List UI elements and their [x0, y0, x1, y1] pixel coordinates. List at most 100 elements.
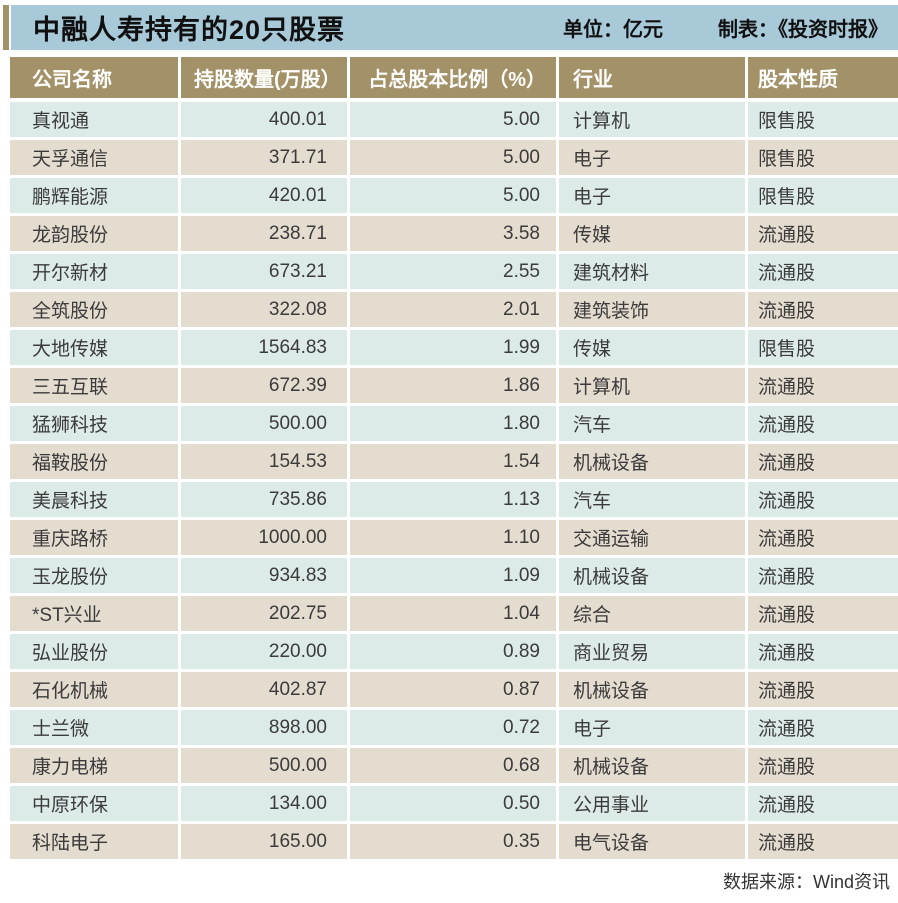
column-header-shares: 持股数量(万股） — [181, 57, 347, 98]
cell-industry: 建筑材料 — [559, 254, 745, 289]
cell-percent: 2.01 — [350, 292, 556, 327]
cell-shares: 165.00 — [181, 824, 347, 859]
cell-nature: 流通股 — [748, 368, 898, 403]
cell-industry: 机械设备 — [559, 558, 745, 593]
title-bar: 中融人寿持有的20只股票 单位：亿元 制表：《投资时报》 — [0, 5, 898, 50]
cell-shares: 735.86 — [181, 482, 347, 517]
cell-nature: 流通股 — [748, 558, 898, 593]
cell-percent: 5.00 — [350, 102, 556, 137]
cell-company: 重庆路桥 — [10, 520, 178, 555]
cell-industry: 传媒 — [559, 216, 745, 251]
cell-company: 猛狮科技 — [10, 406, 178, 441]
data-source-label: 数据来源：Wind资讯 — [722, 872, 890, 892]
cell-industry: 机械设备 — [559, 444, 745, 479]
cell-percent: 3.58 — [350, 216, 556, 251]
cell-shares: 500.00 — [181, 748, 347, 783]
cell-shares: 220.00 — [181, 634, 347, 669]
cell-percent: 1.99 — [350, 330, 556, 365]
cell-nature: 流通股 — [748, 824, 898, 859]
column-header-nature: 股本性质 — [748, 57, 898, 98]
cell-percent: 1.54 — [350, 444, 556, 479]
cell-shares: 934.83 — [181, 558, 347, 593]
cell-nature: 流通股 — [748, 710, 898, 745]
cell-nature: 流通股 — [748, 216, 898, 251]
page-title: 中融人寿持有的20只股票 — [33, 15, 346, 45]
cell-industry: 汽车 — [559, 406, 745, 441]
table-row: 龙韵股份 238.71 3.58 传媒 流通股 — [10, 216, 898, 251]
cell-shares: 154.53 — [181, 444, 347, 479]
cell-company: 鹏辉能源 — [10, 178, 178, 213]
table-row: 重庆路桥 1000.00 1.10 交通运输 流通股 — [10, 520, 898, 555]
column-header-industry: 行业 — [559, 57, 745, 98]
cell-industry: 汽车 — [559, 482, 745, 517]
cell-shares: 322.08 — [181, 292, 347, 327]
cell-nature: 限售股 — [748, 330, 898, 365]
column-header-percent: 占总股本比例（%） — [350, 57, 556, 98]
cell-nature: 流通股 — [748, 444, 898, 479]
cell-nature: 流通股 — [748, 786, 898, 821]
cell-shares: 238.71 — [181, 216, 347, 251]
cell-company: 天孚通信 — [10, 140, 178, 175]
table-row: 全筑股份 322.08 2.01 建筑装饰 流通股 — [10, 292, 898, 327]
cell-percent: 1.80 — [350, 406, 556, 441]
cell-company: 大地传媒 — [10, 330, 178, 365]
cell-percent: 0.72 — [350, 710, 556, 745]
cell-industry: 计算机 — [559, 368, 745, 403]
cell-company: 开尔新材 — [10, 254, 178, 289]
cell-nature: 流通股 — [748, 748, 898, 783]
cell-company: 弘业股份 — [10, 634, 178, 669]
table-row: 真视通 400.01 5.00 计算机 限售股 — [10, 102, 898, 137]
cell-shares: 898.00 — [181, 710, 347, 745]
cell-nature: 流通股 — [748, 596, 898, 631]
table-row: 科陆电子 165.00 0.35 电气设备 流通股 — [10, 824, 898, 859]
holdings-table: 公司名称 持股数量(万股） 占总股本比例（%） 行业 股本性质 真视通 400.0… — [10, 57, 898, 859]
table-row: *ST兴业 202.75 1.04 综合 流通股 — [10, 596, 898, 631]
cell-shares: 134.00 — [181, 786, 347, 821]
cell-company: 龙韵股份 — [10, 216, 178, 251]
cell-shares: 672.39 — [181, 368, 347, 403]
cell-industry: 电气设备 — [559, 824, 745, 859]
cell-company: 中原环保 — [10, 786, 178, 821]
cell-shares: 500.00 — [181, 406, 347, 441]
column-header-company: 公司名称 — [10, 57, 178, 98]
cell-shares: 420.01 — [181, 178, 347, 213]
cell-nature: 流通股 — [748, 406, 898, 441]
table-row: 弘业股份 220.00 0.89 商业贸易 流通股 — [10, 634, 898, 669]
cell-company: 福鞍股份 — [10, 444, 178, 479]
cell-company: 全筑股份 — [10, 292, 178, 327]
table-row: 康力电梯 500.00 0.68 机械设备 流通股 — [10, 748, 898, 783]
title-strip: 中融人寿持有的20只股票 单位：亿元 制表：《投资时报》 — [11, 5, 898, 50]
table-row: 鹏辉能源 420.01 5.00 电子 限售股 — [10, 178, 898, 213]
table-row: 美晨科技 735.86 1.13 汽车 流通股 — [10, 482, 898, 517]
table-row: 玉龙股份 934.83 1.09 机械设备 流通股 — [10, 558, 898, 593]
cell-industry: 建筑装饰 — [559, 292, 745, 327]
cell-shares: 402.87 — [181, 672, 347, 707]
unit-label: 单位：亿元 — [563, 19, 663, 41]
cell-percent: 0.68 — [350, 748, 556, 783]
cell-nature: 流通股 — [748, 520, 898, 555]
cell-company: 玉龙股份 — [10, 558, 178, 593]
cell-percent: 0.35 — [350, 824, 556, 859]
table-row: 开尔新材 673.21 2.55 建筑材料 流通股 — [10, 254, 898, 289]
cell-nature: 流通股 — [748, 482, 898, 517]
cell-industry: 计算机 — [559, 102, 745, 137]
cell-nature: 流通股 — [748, 292, 898, 327]
cell-company: 科陆电子 — [10, 824, 178, 859]
table-row: 中原环保 134.00 0.50 公用事业 流通股 — [10, 786, 898, 821]
cell-industry: 电子 — [559, 710, 745, 745]
table-row: 猛狮科技 500.00 1.80 汽车 流通股 — [10, 406, 898, 441]
cell-shares: 400.01 — [181, 102, 347, 137]
cell-company: 美晨科技 — [10, 482, 178, 517]
cell-nature: 限售股 — [748, 178, 898, 213]
cell-percent: 1.10 — [350, 520, 556, 555]
cell-nature: 流通股 — [748, 254, 898, 289]
table-row: 士兰微 898.00 0.72 电子 流通股 — [10, 710, 898, 745]
table-row: 石化机械 402.87 0.87 机械设备 流通股 — [10, 672, 898, 707]
table-row: 大地传媒 1564.83 1.99 传媒 限售股 — [10, 330, 898, 365]
cell-percent: 1.04 — [350, 596, 556, 631]
cell-shares: 1564.83 — [181, 330, 347, 365]
cell-company: 康力电梯 — [10, 748, 178, 783]
cell-percent: 1.86 — [350, 368, 556, 403]
cell-shares: 371.71 — [181, 140, 347, 175]
table-header-row: 公司名称 持股数量(万股） 占总股本比例（%） 行业 股本性质 — [10, 57, 898, 98]
